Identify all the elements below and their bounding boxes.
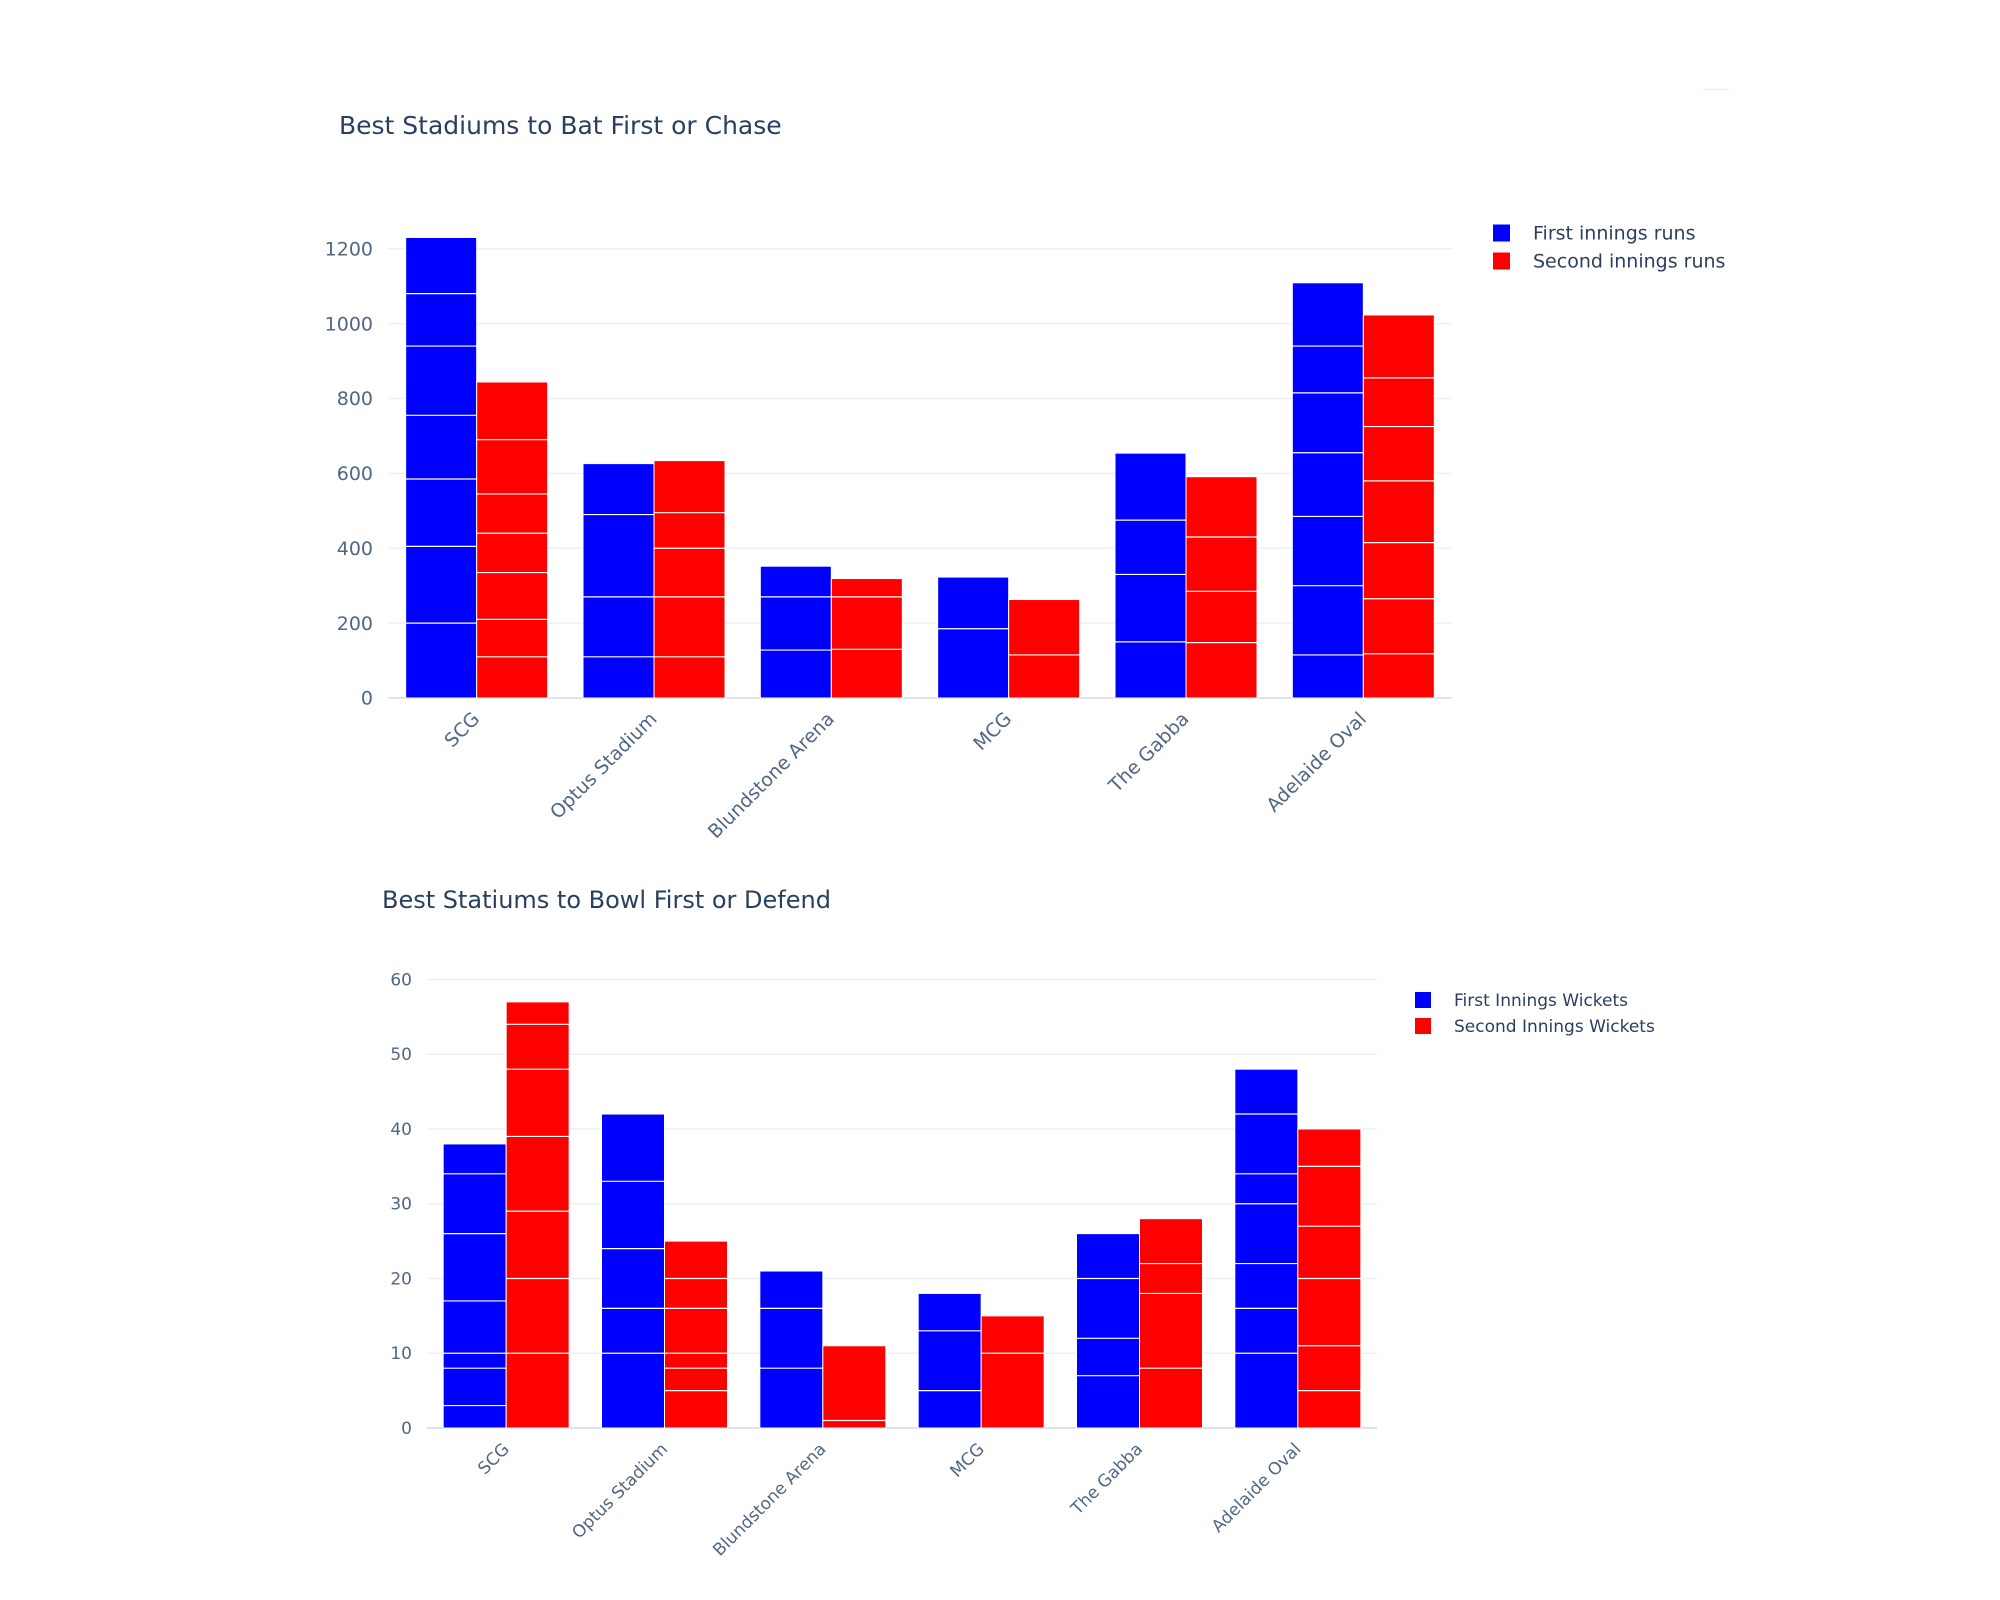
bar[interactable]: [476, 381, 549, 699]
x-tick-label: SCG: [474, 1439, 513, 1478]
bar[interactable]: [505, 1001, 570, 1429]
bar[interactable]: [405, 236, 478, 699]
chart-title: Best Stadiums to Bat First or Chase: [339, 111, 782, 140]
y-tick-label: 60: [390, 970, 412, 990]
legend-swatch[interactable]: [1415, 992, 1431, 1008]
bar[interactable]: [1139, 1218, 1203, 1429]
x-tick-label: MCG: [946, 1439, 988, 1481]
x-tick-label: Blundstone Arena: [709, 1439, 830, 1560]
y-tick-label: 40: [390, 1120, 412, 1140]
legend-label[interactable]: Second Innings Wickets: [1454, 1017, 1655, 1037]
bar[interactable]: [917, 1292, 982, 1429]
bar[interactable]: [664, 1240, 728, 1429]
chart-title: Best Statiums to Bowl First or Defend: [382, 886, 831, 914]
modebar-hint: [1703, 89, 1729, 90]
bar[interactable]: [653, 460, 726, 699]
batting-chart: Best Stadiums to Bat First or Chase 0 200…: [325, 111, 1726, 843]
legend-swatch[interactable]: [1415, 1018, 1431, 1034]
legend-label[interactable]: Second innings runs: [1533, 251, 1725, 273]
y-tick-label: 20: [390, 1269, 412, 1289]
y-tick-label: 30: [390, 1195, 412, 1215]
bar[interactable]: [830, 578, 903, 699]
y-tick-label: 0: [361, 688, 373, 710]
bar[interactable]: [759, 1270, 824, 1429]
y-tick-label: 800: [337, 388, 373, 410]
x-tick-label: The Gabba: [1067, 1439, 1147, 1519]
x-tick-label: Optus Stadium: [568, 1439, 672, 1543]
bar[interactable]: [1114, 452, 1187, 699]
y-tick-label: 1000: [325, 313, 373, 335]
bar[interactable]: [980, 1315, 1045, 1429]
bar[interactable]: [1008, 599, 1081, 699]
y-tick-label: 10: [390, 1344, 412, 1364]
bar[interactable]: [822, 1345, 887, 1429]
bar[interactable]: [1234, 1068, 1299, 1429]
legend-swatch[interactable]: [1493, 224, 1510, 242]
y-tick-label: 1200: [325, 238, 373, 260]
legend-label[interactable]: First innings runs: [1533, 223, 1696, 245]
bar[interactable]: [1291, 282, 1364, 699]
bar[interactable]: [601, 1113, 665, 1429]
legend-swatch[interactable]: [1493, 252, 1510, 270]
y-tick-label: 200: [337, 613, 373, 635]
y-tick-label: 400: [337, 538, 373, 560]
y-tick-label: 600: [337, 463, 373, 485]
bar[interactable]: [1185, 476, 1258, 699]
x-tick-label: Adelaide Oval: [1208, 1439, 1305, 1536]
legend-label[interactable]: First Innings Wickets: [1454, 991, 1628, 1011]
y-tick-label: 50: [390, 1045, 412, 1065]
bar[interactable]: [1362, 314, 1435, 699]
bar[interactable]: [582, 463, 655, 699]
bar[interactable]: [442, 1143, 507, 1429]
bar[interactable]: [759, 565, 832, 699]
bar[interactable]: [1076, 1233, 1140, 1429]
y-tick-label: 0: [401, 1419, 412, 1439]
